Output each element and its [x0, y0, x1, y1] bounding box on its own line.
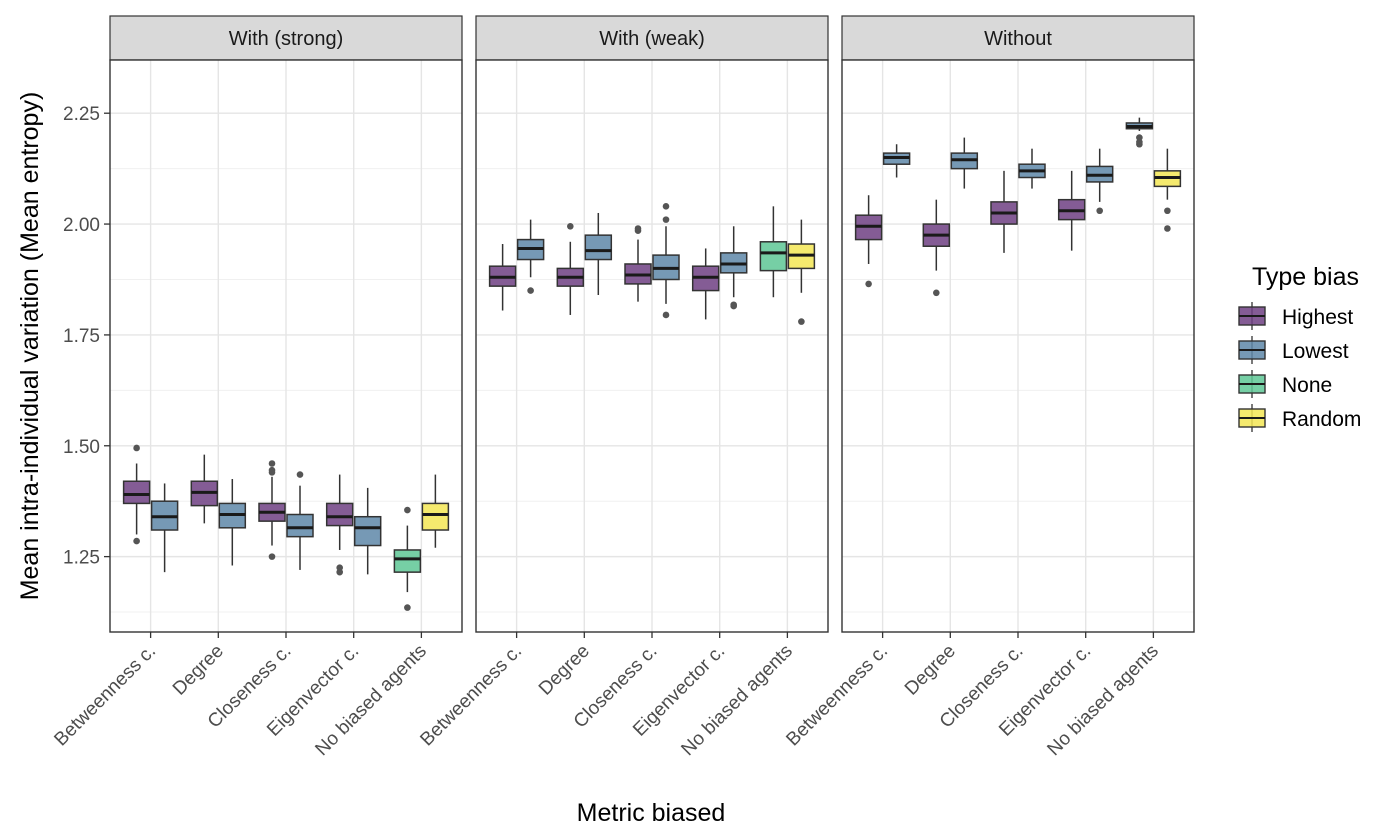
box-highest	[691, 248, 720, 320]
facet-title: With (strong)	[229, 28, 343, 50]
box-iqr	[122, 480, 151, 505]
box-lowest	[882, 144, 911, 178]
x-tick-label: Betweenness c.	[416, 641, 526, 751]
outlier-point	[133, 444, 140, 452]
facet-panel: With (strong)Betweenness c. DegreeClosene…	[50, 15, 463, 760]
x-tick-label: Degree	[169, 641, 228, 700]
box-highest	[922, 199, 951, 297]
box-lowest	[218, 479, 247, 566]
x-axis-title: Metric biased	[577, 799, 726, 827]
y-tick-label: 1.75	[63, 326, 100, 347]
box-highest	[854, 195, 883, 288]
legend: Type bias Highest Lowest None Random	[1238, 263, 1361, 432]
outlier-point	[1164, 225, 1171, 232]
box-iqr	[286, 513, 314, 538]
outlier-point	[634, 225, 642, 232]
legend-item-highest: Highest	[1238, 302, 1353, 330]
box-highest	[122, 444, 151, 545]
outlier-point	[865, 280, 872, 288]
outlier-point	[404, 506, 411, 514]
x-tick-label: Degree	[901, 641, 960, 700]
outlier-point	[133, 537, 140, 545]
box-none	[759, 206, 788, 298]
outlier-point	[527, 287, 534, 294]
outlier-point	[404, 604, 411, 611]
outlier-point	[268, 466, 276, 474]
box-highest	[488, 244, 517, 311]
outlier-point	[336, 564, 343, 572]
facet-title: Without	[984, 28, 1052, 50]
y-tick-label: 1.50	[63, 437, 100, 458]
box-highest	[990, 170, 1018, 253]
box-random	[787, 219, 816, 325]
box-lowest	[584, 212, 613, 296]
y-axis: 1.25 1.50 1.75 2.00 2.25	[63, 104, 110, 569]
box-lowest	[1125, 117, 1154, 148]
box-lowest	[652, 203, 680, 319]
box-lowest	[1018, 148, 1046, 189]
box-lowest	[1085, 148, 1114, 215]
box-lowest	[286, 471, 314, 570]
box-iqr	[393, 549, 422, 573]
facet-strip	[109, 15, 463, 61]
y-tick-label: 2.25	[63, 104, 100, 125]
legend-label: Random	[1282, 408, 1361, 431]
outlier-point	[1096, 207, 1103, 215]
legend-label: None	[1282, 374, 1332, 397]
outlier-point	[662, 311, 670, 319]
outlier-point	[730, 301, 737, 309]
panels-layer: With (strong)Betweenness c. DegreeClosene…	[50, 15, 1195, 760]
box-iqr	[353, 515, 382, 547]
outlier-point	[268, 460, 276, 467]
box-iqr	[421, 502, 450, 531]
legend-title: Type bias	[1252, 263, 1359, 291]
box-highest	[624, 225, 652, 302]
outlier-point	[567, 222, 574, 230]
outlier-point	[268, 553, 276, 560]
outlier-point	[662, 216, 670, 223]
box-iqr	[759, 241, 788, 272]
box-random	[1153, 148, 1182, 232]
legend-item-lowest: Lowest	[1238, 336, 1349, 364]
legend-label: Highest	[1282, 306, 1353, 329]
x-tick-label: Betweenness c.	[782, 641, 892, 751]
x-tick-label: Degree	[535, 641, 594, 700]
outlier-point	[1164, 207, 1171, 215]
legend-item-random: Random	[1238, 404, 1361, 432]
box-random	[421, 474, 450, 548]
outlier-point	[296, 471, 304, 478]
outlier-point	[662, 203, 670, 210]
box-iqr	[584, 234, 613, 261]
box-highest	[325, 474, 354, 576]
box-lowest	[516, 219, 545, 294]
outlier-point	[798, 318, 805, 325]
box-lowest	[719, 226, 748, 310]
box-highest	[190, 454, 219, 524]
outlier-point	[1136, 134, 1143, 141]
box-lowest	[950, 137, 979, 189]
box-highest	[1057, 170, 1086, 251]
y-tick-label: 2.00	[63, 215, 100, 236]
legend-label: Lowest	[1282, 340, 1349, 363]
legend-item-none: None	[1238, 370, 1332, 398]
outlier-point	[933, 289, 940, 297]
facet-panel: With (weak)Betweenness c. DegreeCloseness…	[416, 15, 829, 760]
y-tick-label: 1.25	[63, 548, 100, 569]
facet-title: With (weak)	[599, 28, 705, 50]
box-lowest	[353, 487, 382, 575]
x-tick-label: Betweenness c.	[50, 641, 160, 751]
box-iqr	[325, 502, 354, 527]
y-axis-title: Mean intra-individual variation (Mean en…	[16, 92, 44, 601]
facet-strip	[475, 15, 829, 61]
box-highest	[556, 222, 585, 315]
box-lowest	[150, 483, 179, 573]
box-none	[393, 506, 422, 611]
box-highest	[258, 460, 286, 560]
